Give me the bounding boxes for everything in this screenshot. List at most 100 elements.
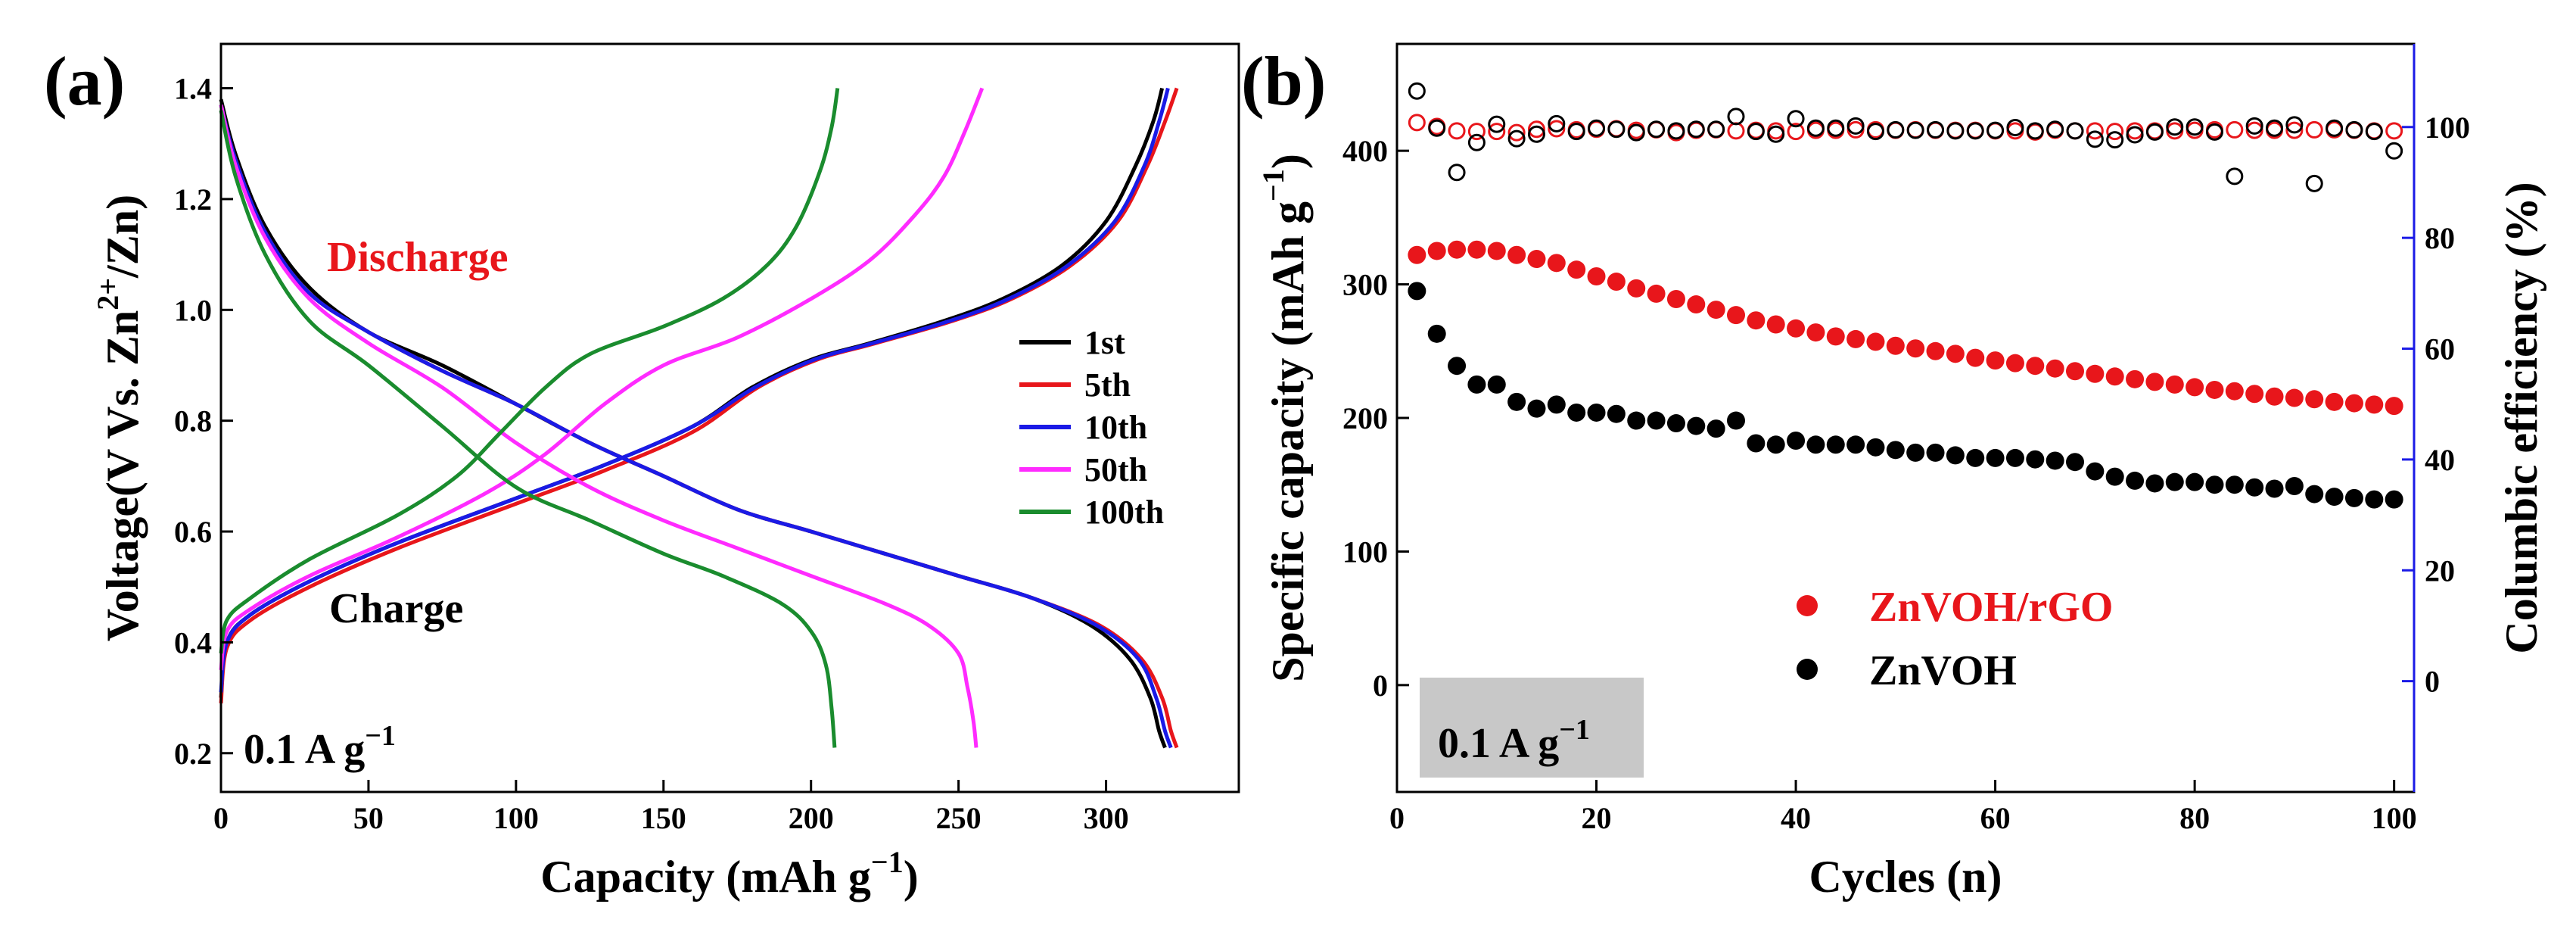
point-znvoh-rgo-efficiency (1787, 123, 1805, 141)
point-znvoh-capacity (2385, 490, 2403, 509)
point-znvoh-efficiency (2245, 117, 2263, 135)
point-znvoh-capacity (1607, 404, 1626, 423)
point-znvoh-capacity (2105, 467, 2124, 486)
point-znvoh-capacity (1866, 438, 1885, 457)
panel-b-label: (b) (1241, 42, 1326, 120)
legend-marker-znvoh (1797, 659, 1818, 680)
panel-a-y-axis-label: Voltage(V Vs. Zn2+/Zn) (91, 195, 148, 641)
panel-a-y-tick-label: 1.0 (174, 293, 212, 327)
point-znvoh-efficiency (2266, 119, 2284, 137)
point-znvoh-capacity (1666, 414, 1685, 433)
point-znvoh-rgo-capacity (1587, 267, 1606, 285)
panel-a-rate-label: 0.1 A g−1 (244, 720, 396, 773)
point-znvoh-capacity (1487, 375, 1506, 394)
panel-a-x-tick-label: 150 (641, 801, 686, 835)
panel-b-right-y-tick-label: 100 (2425, 111, 2470, 145)
point-znvoh-rgo-capacity (2066, 362, 2084, 381)
panel-a-plot-area (219, 87, 1179, 749)
point-znvoh-rgo-efficiency (1408, 114, 1426, 132)
point-znvoh-capacity (2126, 471, 2145, 490)
point-znvoh-rgo-efficiency (1527, 120, 1545, 139)
point-znvoh-capacity (2265, 479, 2284, 498)
point-znvoh-efficiency (1946, 122, 1965, 140)
point-znvoh-rgo-capacity (1627, 279, 1646, 298)
point-znvoh-efficiency (1787, 110, 1805, 128)
panel-b-right-y-axis-label: Columbic efficiency (%) (2497, 182, 2546, 653)
point-znvoh-capacity (1747, 434, 1766, 453)
panel-b-y-tick-label: 200 (1342, 401, 1388, 435)
panel-a-legend: 1st 5th 10th 50th 100th (1019, 324, 1164, 531)
point-znvoh-capacity (1706, 419, 1725, 438)
point-znvoh-rgo-capacity (2205, 380, 2224, 399)
panel-b-plot-area (1408, 82, 2403, 509)
point-znvoh-rgo-capacity (1906, 339, 1925, 358)
point-znvoh-efficiency (2226, 167, 2244, 185)
point-znvoh-efficiency (1467, 133, 1486, 151)
point-znvoh-rgo-efficiency (2086, 122, 2104, 140)
panel-a-x-tick-label: 50 (353, 801, 384, 835)
point-znvoh-rgo-efficiency (1488, 123, 1506, 141)
point-znvoh-efficiency (2285, 116, 2304, 134)
point-znvoh-capacity (1527, 399, 1546, 418)
point-znvoh-efficiency (1687, 120, 1705, 139)
panel-b-x-tick-label: 100 (2372, 801, 2417, 835)
point-znvoh-efficiency (1727, 108, 1745, 126)
point-znvoh-capacity (1766, 435, 1785, 454)
point-znvoh-rgo-capacity (2305, 390, 2324, 409)
point-znvoh-capacity (1986, 448, 2005, 467)
point-znvoh-efficiency (2086, 130, 2104, 148)
point-znvoh-capacity (2086, 462, 2105, 481)
point-znvoh-efficiency (2186, 118, 2204, 136)
point-znvoh-capacity (2005, 448, 2024, 467)
point-znvoh-capacity (1727, 411, 1745, 430)
panel-a-x-axis-label: Capacity (mAh g−1) (540, 845, 918, 902)
point-znvoh-efficiency (2305, 174, 2323, 192)
point-znvoh-efficiency (2345, 120, 2363, 139)
point-znvoh-efficiency (1866, 123, 1884, 141)
point-znvoh-capacity (1587, 403, 1606, 422)
point-znvoh-efficiency (2145, 123, 2164, 141)
point-znvoh-efficiency (1986, 121, 2005, 139)
point-znvoh-rgo-capacity (1946, 344, 1965, 363)
point-znvoh-rgo-capacity (1527, 250, 1546, 269)
panel-b-y-tick-label: 0 (1373, 669, 1388, 703)
point-znvoh-capacity (2225, 475, 2244, 494)
panel-a-x-tick-label: 300 (1084, 801, 1129, 835)
legend-label-1st: 1st (1084, 324, 1125, 361)
point-znvoh-rgo-capacity (1966, 348, 1985, 367)
panel-b: 0 20 40 60 80 100 0 100 200 300 400 0 20 40 60 80 100 (b… (1241, 42, 2546, 902)
point-znvoh-efficiency (2385, 142, 2403, 160)
point-znvoh-capacity (2165, 472, 2184, 491)
point-znvoh-rgo-capacity (2046, 359, 2064, 378)
point-znvoh-rgo-capacity (1687, 295, 1706, 314)
point-znvoh-rgo-efficiency (1727, 122, 1745, 140)
panel-a-ticks: 0 50 100 150 200 250 300 0.2 0.4 0.6 0.8 1.0 1.2 1.4 (174, 72, 1129, 835)
point-znvoh-rgo-capacity (1547, 254, 1566, 273)
point-znvoh-capacity (1906, 443, 1925, 462)
panel-a-y-tick-label: 0.8 (174, 404, 212, 438)
panel-a-y-tick-label: 0.2 (174, 737, 212, 771)
point-znvoh-capacity (2305, 485, 2324, 503)
panel-b-y-tick-label: 100 (1342, 535, 1388, 569)
point-znvoh-efficiency (1428, 119, 1446, 137)
legend-label-100th: 100th (1084, 494, 1164, 531)
point-znvoh-rgo-capacity (1866, 332, 1885, 351)
point-znvoh-rgo-efficiency (1548, 120, 1566, 138)
point-znvoh-efficiency (1767, 125, 1785, 143)
point-znvoh-efficiency (1588, 119, 1606, 137)
point-znvoh-rgo-capacity (1427, 242, 1446, 260)
series-1st-discharge-curve (219, 98, 1167, 749)
point-znvoh-efficiency (1567, 123, 1585, 141)
series-10th-charge-curve (219, 87, 1170, 693)
point-znvoh-rgo-efficiency (1448, 122, 1466, 140)
panel-a-x-tick-label: 250 (936, 801, 982, 835)
point-znvoh-rgo-capacity (1467, 240, 1486, 259)
point-znvoh-capacity (1886, 441, 1905, 460)
point-znvoh-rgo-capacity (1766, 315, 1785, 334)
point-znvoh-rgo-capacity (1567, 260, 1586, 279)
panel-b-right-y-tick-label: 40 (2425, 443, 2455, 477)
point-znvoh-capacity (1427, 324, 1446, 343)
point-znvoh-rgo-capacity (1706, 301, 1725, 320)
point-znvoh-rgo-efficiency (2106, 123, 2124, 141)
